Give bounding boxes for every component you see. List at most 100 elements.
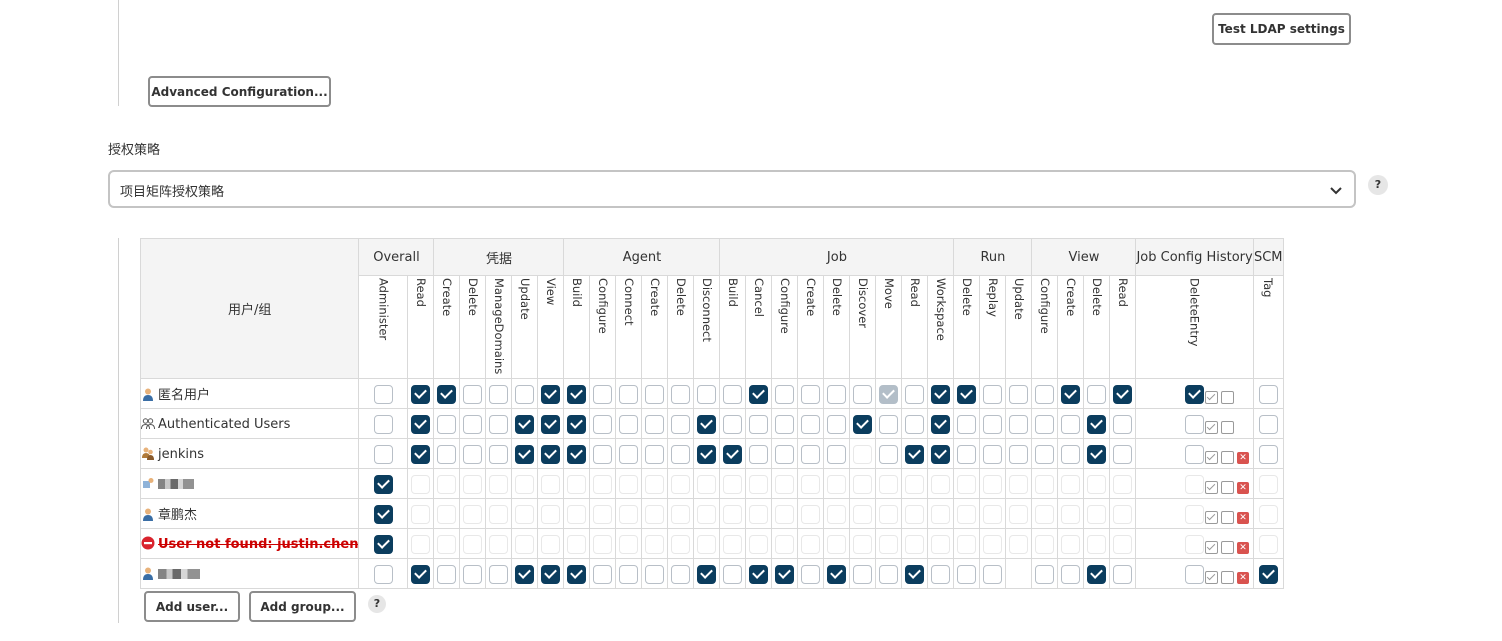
permission-checkbox[interactable] [671,384,691,404]
permission-checkbox[interactable] [373,534,393,554]
permission-checkbox[interactable] [827,444,847,464]
permission-checkbox[interactable] [1185,414,1205,434]
permission-checkbox[interactable] [801,414,821,434]
permission-checkbox[interactable] [1113,414,1133,434]
permission-checkbox[interactable] [697,444,717,464]
permission-checkbox[interactable] [983,414,1003,434]
remove-entry-icon[interactable]: ✕ [1237,541,1249,554]
permission-checkbox[interactable] [853,564,873,584]
permission-checkbox[interactable] [1009,384,1029,404]
permission-checkbox[interactable] [515,414,535,434]
permission-checkbox[interactable] [567,384,587,404]
permission-checkbox[interactable] [1061,414,1081,434]
permission-checkbox[interactable] [827,564,847,584]
permission-checkbox[interactable] [931,444,951,464]
select-all-icon[interactable] [1205,391,1218,404]
permission-checkbox[interactable] [541,564,561,584]
permission-checkbox[interactable] [1258,384,1278,404]
permission-checkbox[interactable] [411,414,431,434]
permission-checkbox[interactable] [749,564,769,584]
permission-checkbox[interactable] [489,384,509,404]
permission-checkbox[interactable] [905,564,925,584]
permission-checkbox[interactable] [957,384,977,404]
permission-checkbox[interactable] [697,384,717,404]
permission-checkbox[interactable] [1035,414,1055,434]
permission-checkbox[interactable] [411,444,431,464]
permission-checkbox[interactable] [567,564,587,584]
permission-checkbox[interactable] [827,414,847,434]
advanced-configuration-button[interactable]: Advanced Configuration... [148,76,331,107]
permission-checkbox[interactable] [879,564,899,584]
permission-checkbox[interactable] [463,384,483,404]
permission-checkbox[interactable] [671,444,691,464]
permission-checkbox[interactable] [645,384,665,404]
permission-checkbox[interactable] [749,414,769,434]
permission-checkbox[interactable] [1061,444,1081,464]
permission-checkbox[interactable] [463,564,483,584]
permission-checkbox[interactable] [1258,444,1278,464]
permission-checkbox[interactable] [645,564,665,584]
select-all-icon[interactable] [1205,571,1218,584]
permission-checkbox[interactable] [801,564,821,584]
permission-checkbox[interactable] [983,384,1003,404]
permission-checkbox[interactable] [853,384,873,404]
permission-checkbox[interactable] [593,564,613,584]
permission-checkbox[interactable] [723,444,743,464]
permission-checkbox[interactable] [905,444,925,464]
unselect-all-icon[interactable] [1221,451,1234,464]
permission-checkbox[interactable] [1009,444,1029,464]
permission-checkbox[interactable] [645,414,665,434]
permission-checkbox[interactable] [373,504,393,524]
permission-checkbox[interactable] [749,384,769,404]
add-help-icon[interactable]: ? [368,595,386,613]
permission-checkbox[interactable] [619,384,639,404]
permission-checkbox[interactable] [1087,564,1107,584]
permission-checkbox[interactable] [1258,414,1278,434]
permission-checkbox[interactable] [1258,564,1278,584]
permission-checkbox[interactable] [1061,564,1081,584]
permission-checkbox[interactable] [775,414,795,434]
permission-checkbox[interactable] [957,444,977,464]
permission-checkbox[interactable] [373,474,393,494]
permission-checkbox[interactable] [373,564,393,584]
select-all-icon[interactable] [1205,421,1218,434]
permission-checkbox[interactable] [1035,444,1055,464]
permission-checkbox[interactable] [801,444,821,464]
permission-checkbox[interactable] [749,444,769,464]
add-user-button[interactable]: Add user... [144,591,240,622]
permission-checkbox[interactable] [957,564,977,584]
permission-checkbox[interactable] [373,384,393,404]
permission-checkbox[interactable] [879,444,899,464]
permission-checkbox[interactable] [645,444,665,464]
permission-checkbox[interactable] [373,414,393,434]
permission-checkbox[interactable] [671,564,691,584]
unselect-all-icon[interactable] [1221,541,1234,554]
permission-checkbox[interactable] [437,384,457,404]
permission-checkbox[interactable] [1035,384,1055,404]
permission-checkbox[interactable] [775,564,795,584]
permission-checkbox[interactable] [411,564,431,584]
permission-checkbox[interactable] [619,564,639,584]
permission-checkbox[interactable] [801,384,821,404]
test-ldap-settings-button[interactable]: Test LDAP settings [1212,13,1351,45]
permission-checkbox[interactable] [515,564,535,584]
strategy-help-icon[interactable]: ? [1368,175,1388,195]
permission-checkbox[interactable] [541,384,561,404]
permission-checkbox[interactable] [905,414,925,434]
unselect-all-icon[interactable] [1221,511,1234,524]
remove-entry-icon[interactable]: ✕ [1237,451,1249,464]
permission-checkbox[interactable] [567,414,587,434]
permission-checkbox[interactable] [489,414,509,434]
permission-checkbox[interactable] [1087,444,1107,464]
permission-checkbox[interactable] [1113,564,1133,584]
remove-entry-icon[interactable]: ✕ [1237,481,1249,494]
permission-checkbox[interactable] [541,414,561,434]
permission-checkbox[interactable] [957,414,977,434]
permission-checkbox[interactable] [1035,564,1055,584]
add-group-button[interactable]: Add group... [249,591,356,622]
permission-checkbox[interactable] [1185,384,1205,404]
authorization-strategy-select[interactable]: 项目矩阵授权策略 [108,170,1356,208]
unselect-all-icon[interactable] [1221,391,1234,404]
permission-checkbox[interactable] [1087,384,1107,404]
permission-checkbox[interactable] [619,414,639,434]
